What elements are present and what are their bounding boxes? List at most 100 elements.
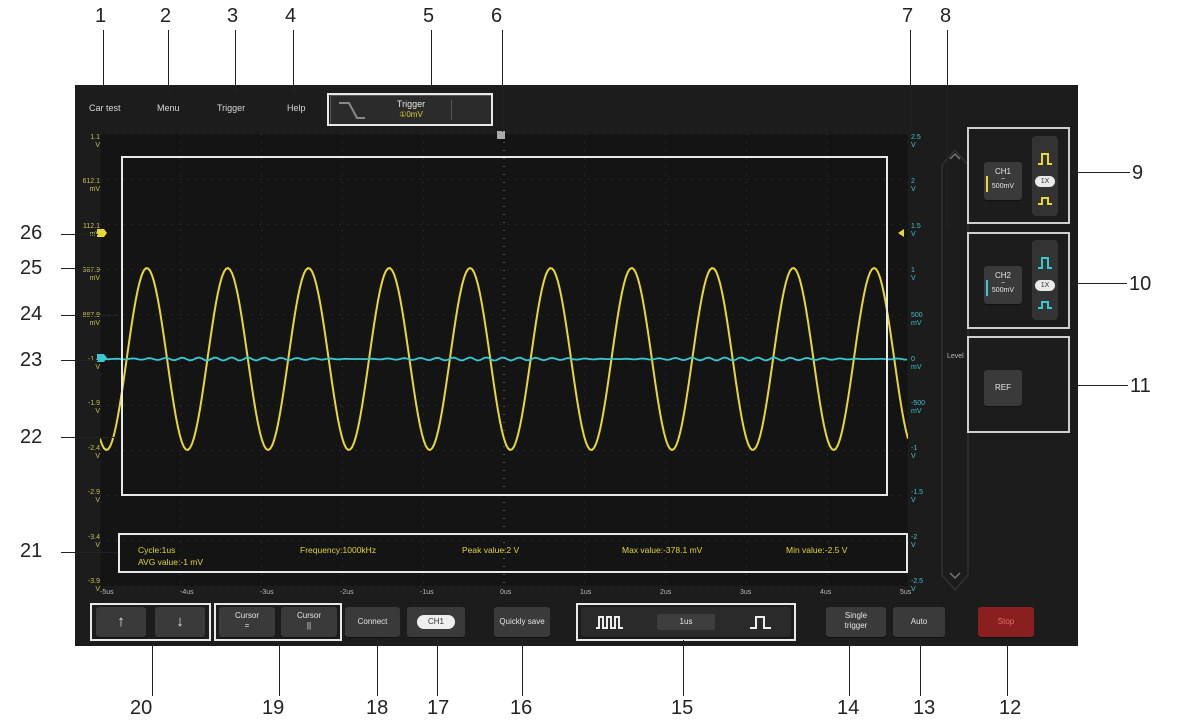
callout-number: 7 <box>902 5 914 27</box>
y-axis-left-label: 887.9 mV <box>82 312 100 327</box>
x-axis-label: -5us <box>100 589 114 596</box>
callout-number: 9 <box>1132 162 1144 184</box>
ch2-probe-selector[interactable]: 1X <box>1032 240 1058 320</box>
channel-toggle-pill: CH1 <box>417 615 455 629</box>
callout-line <box>235 30 236 92</box>
callout-number: 20 <box>130 697 153 719</box>
stop-button[interactable]: Stop <box>978 607 1034 637</box>
callout-number: 23 <box>20 349 43 371</box>
ch1-button[interactable]: CH1 ~ 500mV <box>984 162 1022 200</box>
callout-number: 8 <box>940 5 952 27</box>
y-axis-right-label: 1 V <box>911 267 916 283</box>
callout-line <box>61 552 118 553</box>
min-value: Min value:-2.5 V <box>786 545 848 555</box>
callout-number: 17 <box>427 697 450 719</box>
callout-line <box>947 30 948 228</box>
car-test-menu[interactable]: Car test <box>89 103 121 113</box>
down-button[interactable]: ↓ <box>155 607 205 637</box>
callout-line <box>168 30 169 90</box>
y-axis-right-label: -2 V <box>911 533 918 549</box>
ref-button[interactable]: REF <box>984 370 1022 406</box>
ch1-baseline-marker[interactable] <box>96 228 108 238</box>
callout-line <box>61 315 118 316</box>
callout-line <box>1007 640 1008 696</box>
menu-button[interactable]: Menu <box>157 103 180 113</box>
x-axis-label: -1us <box>420 589 434 596</box>
auto-button[interactable]: Auto <box>893 607 945 637</box>
trigger-title: Trigger <box>396 99 426 109</box>
callout-line <box>152 642 153 696</box>
callout-line <box>61 437 117 438</box>
callout-number: 16 <box>510 697 533 719</box>
y-axis-right-label: -1 V <box>911 444 918 460</box>
callout-line <box>279 642 280 696</box>
y-axis-right-label: 1.5 V <box>911 222 921 238</box>
help-menu[interactable]: Help <box>287 103 306 113</box>
y-axis-left-label: 387.9 mV <box>82 267 100 283</box>
cycle-value: Cycle:1us <box>138 545 176 555</box>
ch2-waveform <box>100 356 908 362</box>
trigger-menu[interactable]: Trigger <box>217 103 246 113</box>
trigger-status-box[interactable]: Trigger ①0mV <box>330 95 492 125</box>
ch1-panel: CH1 ~ 500mV 1X <box>972 132 1064 222</box>
x-axis-label: 1us <box>580 589 592 596</box>
avg-value: AVG value:-1 mV <box>138 557 204 567</box>
ch1-pulse-icons <box>1035 153 1055 205</box>
waveform-plot[interactable] <box>100 134 908 586</box>
x-axis-label: 2us <box>660 589 672 596</box>
callout-number: 22 <box>20 426 43 448</box>
callout-number: 10 <box>1129 273 1152 295</box>
waveform-svg <box>100 134 908 586</box>
y-axis-left-label: 612.1 mV <box>82 178 100 194</box>
trigger-position-marker[interactable] <box>496 130 506 140</box>
y-axis-left-label: -3.4 V <box>87 533 100 549</box>
quickly-save-button[interactable]: Quickly save <box>494 607 550 637</box>
callout-line <box>103 30 104 88</box>
ch1-probe-selector[interactable]: 1X <box>1032 136 1058 216</box>
callout-box-ref <box>967 336 1070 433</box>
y-axis-left-label: -3.9 V <box>87 578 100 593</box>
trigger-edge-icon <box>339 102 365 119</box>
callout-line <box>61 268 98 269</box>
ch2-button[interactable]: CH2 ~ 500mV <box>984 266 1022 304</box>
callout-number: 26 <box>20 222 43 244</box>
ch2-probe-value: 1X <box>1040 282 1050 289</box>
y-axis-left-label: -2.4 V <box>87 444 100 460</box>
callout-line <box>1070 283 1127 284</box>
callout-line <box>502 30 503 132</box>
x-axis-label: 0us <box>500 589 512 596</box>
callout-line <box>437 640 438 696</box>
timebase-value: 1us <box>657 614 715 630</box>
callout-line <box>522 640 523 696</box>
channel-toggle[interactable]: CH1 <box>407 607 465 637</box>
x-axis-label: -3us <box>260 589 274 596</box>
callout-number: 12 <box>999 697 1022 719</box>
callout-box-ch2 <box>967 232 1070 329</box>
callout-box-trigger <box>327 93 493 126</box>
y-axis-left-label: 1.1 V <box>90 134 100 149</box>
connect-button[interactable]: Connect <box>345 607 400 637</box>
callout-number: 4 <box>285 5 297 27</box>
timebase-decrease-icon[interactable] <box>595 615 625 629</box>
x-axis-label: 3us <box>740 589 752 596</box>
callout-box-measurements <box>118 533 908 573</box>
level-label: Level <box>947 353 964 360</box>
cursor-vertical-button[interactable]: Cursor || <box>281 607 337 637</box>
callout-number: 11 <box>1130 375 1151 397</box>
up-button[interactable]: ↑ <box>96 607 146 637</box>
callout-line <box>920 640 921 696</box>
level-slider[interactable] <box>940 145 970 595</box>
callout-number: 1 <box>95 5 107 27</box>
callout-number: 18 <box>366 697 389 719</box>
x-axis-label: 4us <box>820 589 832 596</box>
callout-line <box>910 30 911 130</box>
callout-number: 2 <box>160 5 172 27</box>
timebase-increase-icon[interactable] <box>749 615 773 629</box>
single-trigger-button[interactable]: Single trigger <box>826 607 886 637</box>
ch2-baseline-marker[interactable] <box>96 353 108 363</box>
ch1-coupling: ~ <box>1000 176 1006 183</box>
ch2-label: CH2 <box>994 271 1011 280</box>
callout-line <box>683 640 684 696</box>
trigger-level-marker[interactable] <box>896 228 906 238</box>
cursor-horizontal-button[interactable]: Cursor = <box>219 607 275 637</box>
